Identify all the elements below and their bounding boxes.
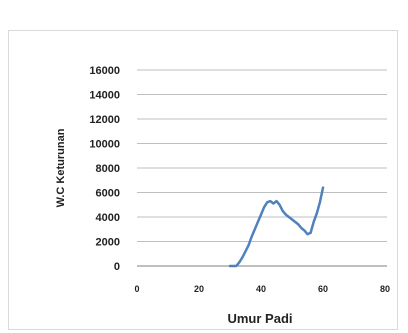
series-layer — [228, 186, 325, 268]
y-tick-label: 16000 — [89, 65, 120, 77]
y-tick-label: 14000 — [89, 90, 120, 102]
x-tick-label: 60 — [318, 284, 328, 294]
y-tick-label: 2000 — [96, 237, 120, 249]
x-tick-label: 0 — [134, 284, 139, 294]
x-axis: 0 20 40 60 80 — [134, 265, 390, 294]
y-tick-label: 8000 — [96, 163, 120, 175]
y-tick-label: 12000 — [89, 114, 120, 126]
y-tick-label: 4000 — [96, 212, 120, 224]
y-axis: 0 2000 4000 6000 8000 10000 12000 14000 16000 — [89, 65, 120, 273]
y-tick-label: 6000 — [96, 188, 120, 200]
gridlines — [137, 69, 387, 242]
y-axis-title: W.C Keturunan — [55, 128, 67, 207]
x-tick-label: 20 — [194, 284, 204, 294]
x-tick-label: 40 — [256, 284, 266, 294]
y-tick-label: 10000 — [89, 139, 120, 151]
series-line — [228, 186, 325, 268]
chart-frame — [8, 30, 398, 330]
x-axis-title: Umur Padi — [227, 311, 292, 326]
y-tick-label: 0 — [114, 261, 120, 273]
x-tick-label: 80 — [380, 284, 390, 294]
axis-titles: Umur Padi W.C Keturunan — [55, 128, 293, 326]
